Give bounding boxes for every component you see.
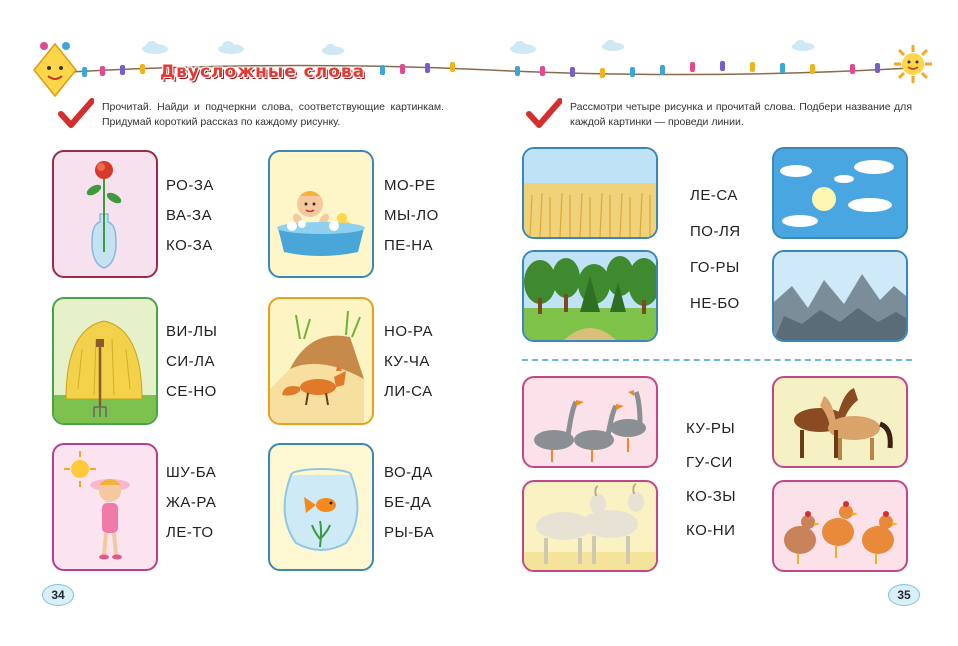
word: ГУ-СИ [686,454,733,471]
word: ВО-ДА [384,464,433,481]
word: ПО-ЛЯ [690,223,741,240]
geese-picture [534,390,646,462]
picture-hens [772,480,908,572]
wheat-field-picture [524,149,656,237]
word-list: КУ-РЫ ГУ-СИ КО-ЗЫ КО-НИ [686,412,736,548]
word: РЫ-БА [384,524,435,541]
word: НЕ-БО [690,295,740,312]
kite-character-icon [33,42,77,98]
forest-picture [524,252,656,340]
decorative-garland [70,61,910,78]
word: МО-РЕ [384,177,436,194]
page-number: 34 [42,584,74,606]
word: ПЕ-НА [384,237,434,254]
word-list: ШУ-БА ЖА-РА ЛЕ-ТО [166,458,216,548]
word: КО-ЗЫ [686,488,737,505]
page-number: 35 [888,584,920,606]
rose-vase-picture [86,161,122,269]
picture-card-baby [268,150,374,278]
picture-card-rose [52,150,158,278]
word: ВА-ЗА [166,207,213,224]
word: НО-РА [384,323,434,340]
fox-picture [270,310,364,423]
haystack-picture [54,320,156,423]
word: КУ-РЫ [686,420,736,437]
instruction-text: Прочитай. Найди и подчеркни слова, соотв… [102,101,444,128]
word: СИ-ЛА [166,353,215,370]
cloud-icon [510,41,536,54]
word-list: НО-РА КУ-ЧА ЛИ-СА [384,317,433,407]
picture-goats [522,480,658,572]
word: КУ-ЧА [384,353,430,370]
word-list: ВО-ДА БЕ-ДА РЫ-БА [384,458,434,548]
checkmark-icon [58,98,94,128]
cloud-icon [218,41,244,54]
picture-card-girl [52,443,158,571]
picture-mountains [772,250,908,342]
word: ЛЕ-ТО [166,524,214,541]
word: СЕ-НО [166,383,217,400]
sky-sun-picture [774,149,906,237]
word-list: ВИ-ЛЫ СИ-ЛА СЕ-НО [166,317,217,407]
hens-picture [784,501,898,564]
word-list: МО-РЕ МЫ-ЛО ПЕ-НА [384,171,439,261]
goldfish-bowl-picture [283,468,359,551]
picture-geese [522,376,658,468]
word: БЕ-ДА [384,494,432,511]
cloud-icon [321,43,345,56]
page-title: Двусложные слова [160,62,366,82]
word-list: РО-ЗА ВА-ЗА КО-ЗА [166,171,214,261]
word: КО-НИ [686,522,736,539]
word: ЛИ-СА [384,383,433,400]
word: ГО-РЫ [690,259,740,276]
word: ВИ-ЛЫ [166,323,218,340]
picture-card-haystack [52,297,158,425]
girl-sun-picture [64,451,130,560]
section-divider [522,359,912,361]
baby-bath-picture [277,191,365,256]
cloud-icon [142,41,168,54]
word: МЫ-ЛО [384,207,439,224]
word: РО-ЗА [166,177,214,194]
sun-icon [894,45,932,83]
goats-picture [524,483,656,570]
checkmark-icon [526,98,562,128]
word: ЛЕ-СА [690,187,738,204]
picture-wheat-field [522,147,658,239]
word: ЖА-РА [166,494,217,511]
cloud-icon [791,39,815,52]
cloud-icon [601,39,625,52]
word: КО-ЗА [166,237,213,254]
picture-horses [772,376,908,468]
word-list: ЛЕ-СА ПО-ЛЯ ГО-РЫ НЕ-БО [690,178,741,322]
horses-picture [794,388,893,460]
mountains-picture [774,252,906,340]
picture-card-goldfish [268,443,374,571]
instruction-text: Рассмотри четыре рисунка и прочитай слов… [570,101,912,128]
picture-card-fox [268,297,374,425]
picture-forest [522,250,658,342]
picture-sky [772,147,908,239]
word: ШУ-БА [166,464,217,481]
